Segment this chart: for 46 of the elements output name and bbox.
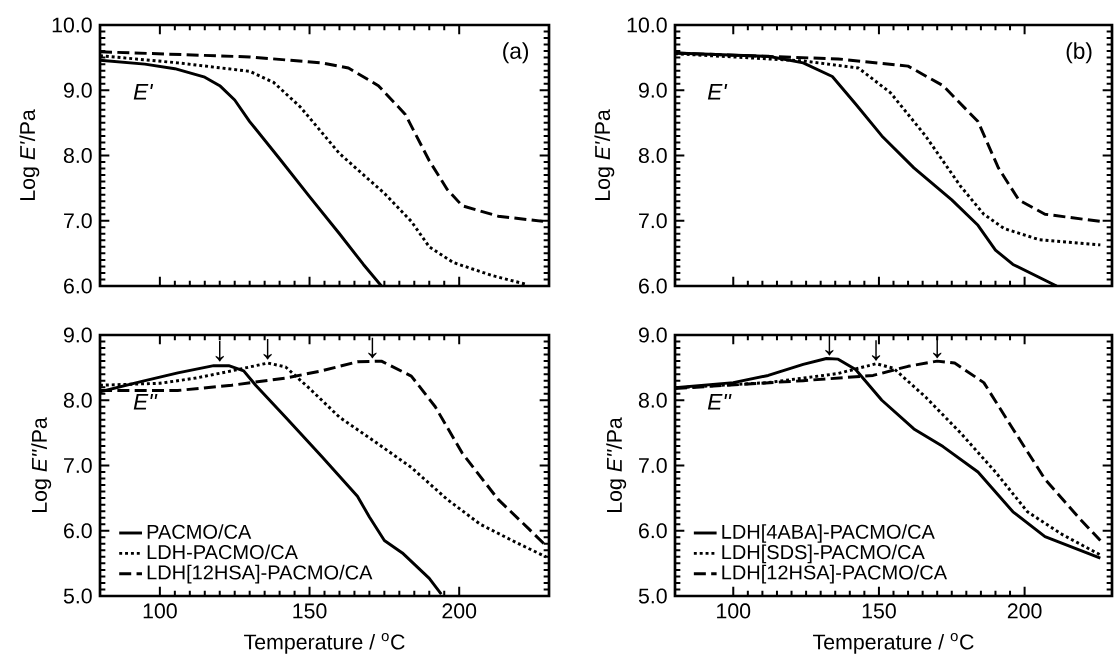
- annotation: (b): [1066, 42, 1092, 64]
- x-tick-label: 150: [862, 603, 896, 619]
- annotation: (a): [503, 42, 529, 64]
- x-tick-label: 200: [1007, 603, 1042, 619]
- x-tick-label: 200: [442, 603, 477, 619]
- annotation: ↓: [263, 339, 272, 360]
- y-tick-label: 10.0: [52, 17, 92, 33]
- y-tick-label: 9.0: [63, 82, 92, 98]
- y-tick-label: 8.0: [63, 147, 92, 164]
- y-tick-label: 9.0: [638, 82, 667, 98]
- y-tick-label: 5.0: [638, 588, 667, 604]
- annotation: E': [133, 84, 154, 100]
- x-axis-title: Temperature / $^{o}$C: [244, 632, 405, 654]
- y-tick-label: 5.0: [63, 588, 92, 604]
- annotation: E': [707, 84, 728, 100]
- x-tick-label: 100: [717, 603, 751, 619]
- y-tick-label: 8.0: [638, 147, 667, 164]
- y-tick-label: 10.0: [627, 17, 667, 33]
- y-tick-label: 6.0: [639, 278, 667, 294]
- annotation: ↓: [933, 337, 942, 359]
- legend-label: LDH[12HSA]-PACMO/CA: [147, 564, 373, 584]
- y-tick-label: 9.0: [63, 327, 92, 343]
- y-tick-label: 7.0: [639, 213, 667, 229]
- legend-label: LDH-PACMO/CA: [147, 544, 298, 560]
- annotation: ↓: [368, 337, 377, 359]
- y-tick-label: 7.0: [64, 457, 92, 474]
- y-tick-label: 7.0: [64, 213, 92, 229]
- annotation: E'': [133, 394, 158, 410]
- x-tick-label: 100: [143, 603, 177, 619]
- legend-label: LDH[4ABA]-PACMO/CA: [722, 524, 935, 543]
- y-tick-label: 8.0: [63, 392, 92, 408]
- y-tick-label: 9.0: [638, 327, 667, 343]
- y-tick-label: 6.0: [639, 523, 667, 539]
- annotation: E'': [707, 394, 732, 410]
- legend-label: LDH[SDS]-PACMO/CA: [722, 544, 925, 564]
- x-axis-title: Temperature / $^{o}$C: [813, 632, 974, 654]
- y-tick-label: 8.0: [638, 392, 667, 408]
- annotation: ↓: [825, 335, 834, 356]
- y-tick-label: 6.0: [64, 523, 92, 539]
- y-tick-label: 6.0: [64, 278, 92, 294]
- annotation: ↓: [215, 340, 224, 362]
- legend-label: PACMO/CA: [147, 524, 252, 539]
- annotation: ↓: [871, 340, 881, 361]
- x-tick-label: 150: [293, 603, 327, 619]
- y-tick-label: 7.0: [639, 457, 667, 474]
- legend-label: LDH[12HSA]-PACMO/CA: [722, 564, 948, 584]
